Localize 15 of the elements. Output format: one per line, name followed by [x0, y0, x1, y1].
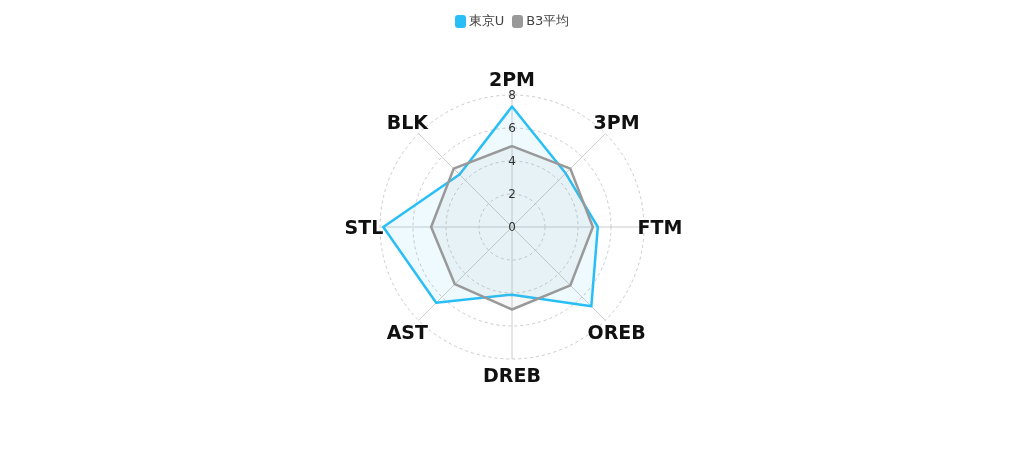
- spoke-label: FTM: [637, 216, 683, 238]
- spoke-label: AST: [386, 320, 429, 343]
- y-tick-label: 2: [508, 187, 516, 201]
- legend-label: B3平均: [526, 12, 570, 30]
- spoke-label: OREB: [587, 320, 646, 343]
- spoke-label: DREB: [483, 364, 541, 386]
- y-tick-label: 6: [508, 121, 516, 135]
- spoke-label: 2PM: [488, 68, 536, 90]
- y-tick-label: 4: [508, 154, 516, 168]
- spoke-label: 3PM: [593, 111, 640, 134]
- y-tick-label: 8: [508, 88, 516, 102]
- legend-label: 東京U: [468, 12, 505, 30]
- spoke-label: STL: [344, 216, 384, 238]
- spoke-label: BLK: [386, 111, 430, 134]
- y-tick-label: 0: [508, 220, 516, 234]
